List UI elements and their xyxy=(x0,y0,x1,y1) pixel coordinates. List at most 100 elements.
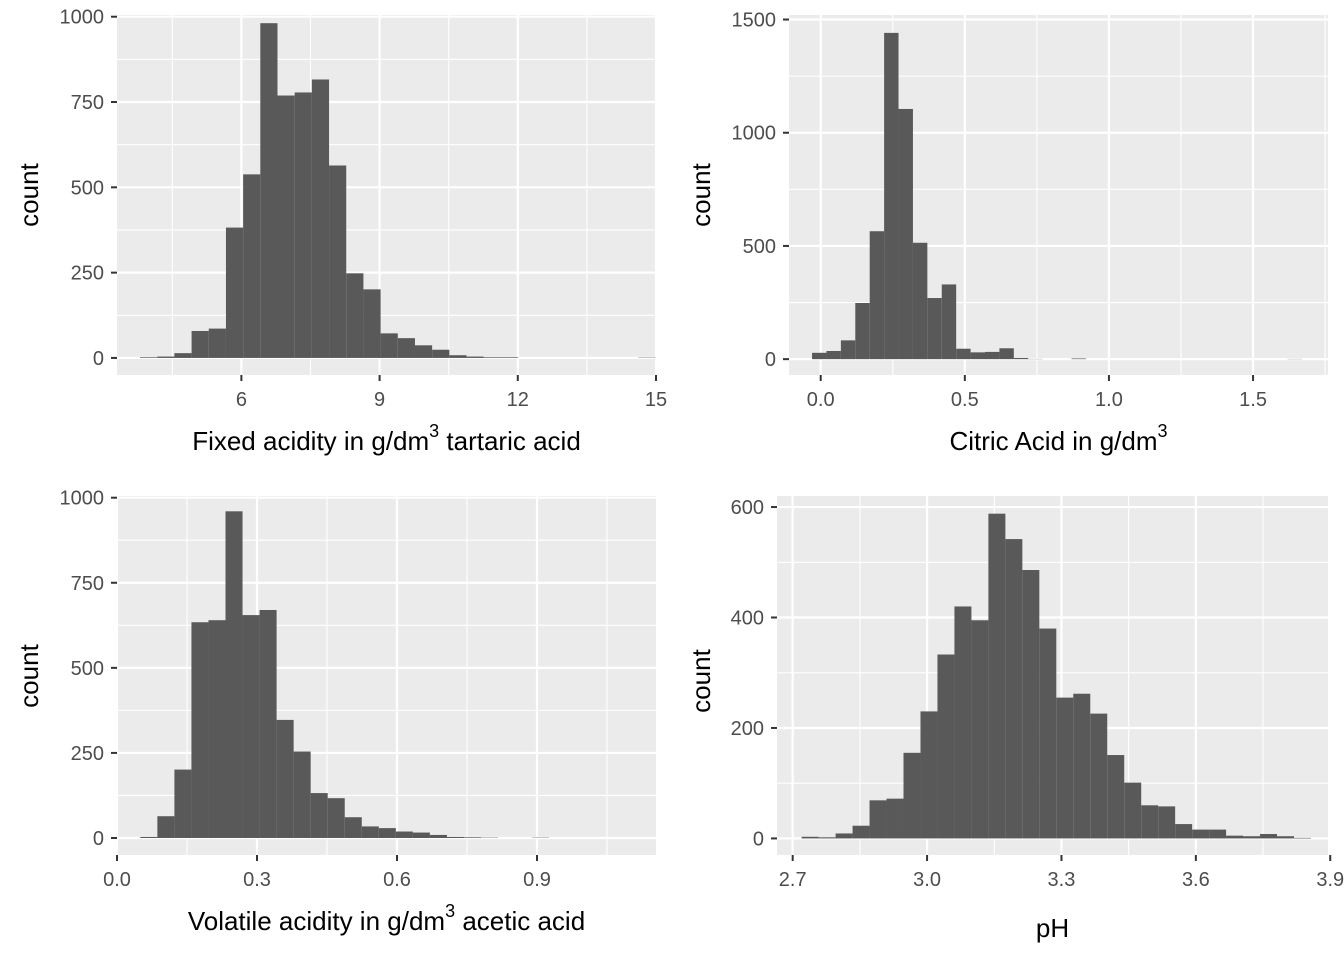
y-tick-label: 0 xyxy=(93,828,104,850)
panel-volatile-acidity: 0.0 0.3 0.6 0.9 0 250 500 750 1000 Volatile acidi… xyxy=(14,488,656,936)
y-tick-label: 1000 xyxy=(732,123,777,145)
histogram-bar xyxy=(1226,835,1244,839)
y-axis-title: count xyxy=(686,162,716,226)
y-tick-label: 500 xyxy=(71,658,104,680)
histogram-bar xyxy=(1107,755,1125,839)
histogram-bar xyxy=(903,752,921,839)
y-tick-label: 0 xyxy=(765,349,776,371)
histogram-bar xyxy=(327,798,345,838)
histogram-bar xyxy=(446,836,464,838)
histogram-bar xyxy=(380,333,398,358)
histogram-bar xyxy=(397,338,415,358)
histogram-bar xyxy=(886,798,904,839)
histogram-bar xyxy=(1056,697,1074,839)
x-tick-label: 0.3 xyxy=(243,869,271,891)
histogram-bar xyxy=(1022,570,1040,839)
histogram-bar xyxy=(884,32,899,360)
y-tick-label: 1000 xyxy=(60,488,105,510)
y-tick-label: 0 xyxy=(753,828,764,850)
histogram-bar xyxy=(970,352,985,360)
y-tick-label: 600 xyxy=(731,497,764,519)
x-tick-label: 3.3 xyxy=(1048,869,1076,891)
histogram-bar xyxy=(826,351,841,360)
histogram-bar xyxy=(835,833,853,839)
histogram-bar xyxy=(999,348,1014,360)
x-tick-label: 3.9 xyxy=(1316,869,1344,891)
histogram-bar xyxy=(466,356,484,358)
histogram-bar xyxy=(855,303,870,360)
histogram-bar xyxy=(1192,829,1210,839)
y-tick-label: 200 xyxy=(731,718,764,740)
histogram-bar xyxy=(414,345,433,358)
histogram-bar xyxy=(1293,837,1311,839)
histogram-bar xyxy=(1277,836,1294,839)
histogram-bar xyxy=(395,831,413,838)
x-tick-label: 0.5 xyxy=(951,389,979,411)
x-tick-label: 15 xyxy=(645,389,667,411)
panel-citric-acid: 0.0 0.5 1.0 1.5 0 500 1000 1500 Citric Acid in g… xyxy=(686,10,1328,456)
histogram-bar xyxy=(208,328,226,358)
histogram-bar xyxy=(344,817,362,838)
histogram-bar xyxy=(157,356,175,358)
histogram-bar xyxy=(208,620,226,838)
histogram-bar xyxy=(242,615,260,838)
histogram-bar xyxy=(1141,805,1159,839)
histogram-bar xyxy=(361,826,379,838)
histogram-bar xyxy=(840,340,856,360)
y-tick-label: 250 xyxy=(71,263,104,285)
histogram-bar xyxy=(378,828,396,838)
y-tick-label: 400 xyxy=(731,608,764,630)
x-axis-title: Fixed acidity in g/dm3 tartaric acid xyxy=(192,421,581,456)
x-axis-title: Citric Acid in g/dm3 xyxy=(949,421,1167,456)
histogram-bar xyxy=(140,836,158,838)
x-tick-label: 0.0 xyxy=(103,869,131,891)
x-tick-label: 9 xyxy=(374,389,385,411)
x-tick-label: 0.0 xyxy=(807,389,835,411)
histogram-bar xyxy=(1073,693,1091,839)
histogram-bar xyxy=(927,298,942,360)
histogram-bar xyxy=(1260,834,1278,839)
x-tick-label: 0.9 xyxy=(523,869,551,891)
histogram-bar xyxy=(988,513,1006,839)
x-tick-label: 12 xyxy=(507,389,529,411)
y-tick-label: 250 xyxy=(71,743,104,765)
histogram-bar xyxy=(429,834,447,838)
histogram-bar xyxy=(1209,829,1227,839)
histogram-bar xyxy=(191,330,209,358)
histogram-bar xyxy=(191,622,209,838)
x-tick-label: 3.6 xyxy=(1182,869,1210,891)
histogram-bar xyxy=(898,108,913,360)
histogram-bar xyxy=(293,751,311,838)
x-tick-label: 0.6 xyxy=(383,869,411,891)
x-tick-label: 1.5 xyxy=(1239,389,1267,411)
histogram-bar xyxy=(801,836,819,839)
plot-background xyxy=(117,15,656,375)
histogram-bar xyxy=(363,289,381,358)
histogram-bar xyxy=(174,769,192,838)
x-tick-label: 3.0 xyxy=(913,869,941,891)
histogram-bar xyxy=(449,355,467,358)
histogram-bar xyxy=(277,95,295,358)
histogram-bar xyxy=(157,816,175,838)
histogram-bar xyxy=(1124,782,1142,839)
y-tick-label: 750 xyxy=(71,573,104,595)
histogram-bar xyxy=(463,837,481,838)
panel-fixed-acidity: 6 9 12 15 0 250 500 750 1000 Fixed acidity in g/d… xyxy=(14,7,667,456)
y-tick-label: 500 xyxy=(743,236,776,258)
histogram-bar xyxy=(985,351,1000,360)
histogram-bar xyxy=(174,353,192,358)
histogram-bar xyxy=(1005,539,1023,839)
y-tick-label: 1000 xyxy=(60,7,105,29)
y-tick-label: 500 xyxy=(71,177,104,199)
histogram-bar xyxy=(971,620,989,839)
histogram-bar xyxy=(311,79,330,358)
histogram-bar xyxy=(329,165,347,358)
histogram-bar xyxy=(818,837,836,839)
x-tick-label: 6 xyxy=(236,389,247,411)
histogram-bar xyxy=(432,349,450,358)
x-axis-title: pH xyxy=(1036,913,1069,943)
panel-ph: 2.7 3.0 3.3 3.6 3.9 0 200 400 600 pH count xyxy=(686,496,1344,943)
histogram-bar xyxy=(941,284,957,360)
histogram-bar xyxy=(869,800,887,839)
